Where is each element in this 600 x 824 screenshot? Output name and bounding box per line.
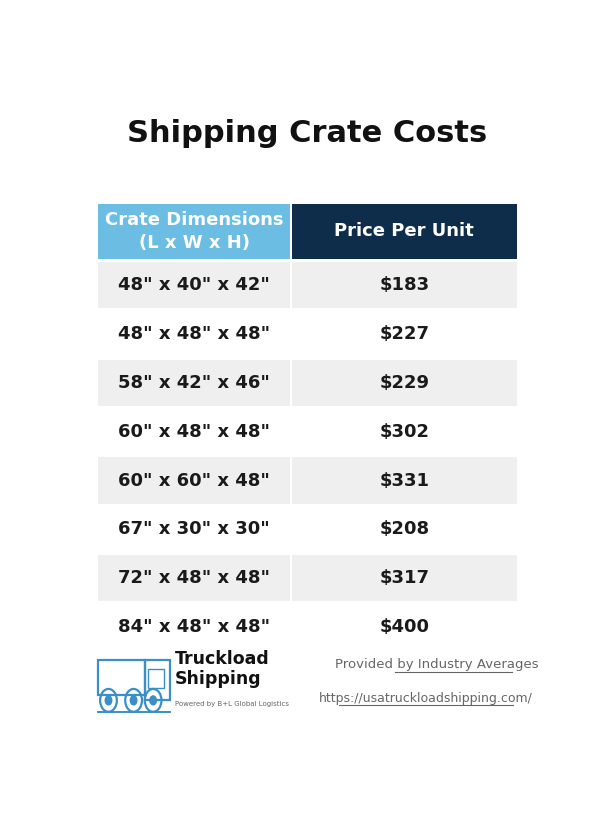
Text: $229: $229 — [379, 374, 429, 391]
Text: $208: $208 — [379, 521, 429, 538]
Text: Crate Dimensions
(L x W x H): Crate Dimensions (L x W x H) — [105, 211, 283, 252]
Text: 60" x 48" x 48": 60" x 48" x 48" — [118, 423, 270, 441]
FancyBboxPatch shape — [292, 262, 517, 308]
Text: 60" x 60" x 48": 60" x 60" x 48" — [118, 471, 270, 489]
FancyBboxPatch shape — [98, 311, 290, 357]
Text: Truckload
Shipping: Truckload Shipping — [175, 649, 270, 688]
FancyBboxPatch shape — [98, 506, 290, 553]
FancyBboxPatch shape — [98, 359, 290, 406]
Text: 48" x 48" x 48": 48" x 48" x 48" — [118, 325, 270, 343]
FancyBboxPatch shape — [292, 311, 517, 357]
Text: 67" x 30" x 30": 67" x 30" x 30" — [118, 521, 270, 538]
FancyBboxPatch shape — [98, 409, 290, 455]
FancyBboxPatch shape — [292, 604, 517, 650]
Text: 72" x 48" x 48": 72" x 48" x 48" — [118, 569, 270, 588]
Text: Powered by B+L Global Logistics: Powered by B+L Global Logistics — [175, 701, 289, 707]
Text: Price Per Unit: Price Per Unit — [334, 222, 474, 241]
Text: Shipping Crate Costs: Shipping Crate Costs — [127, 119, 488, 148]
Text: https://usatruckloadshipping.com/: https://usatruckloadshipping.com/ — [319, 692, 533, 705]
Text: $400: $400 — [379, 618, 429, 636]
Circle shape — [150, 696, 157, 705]
FancyBboxPatch shape — [98, 204, 290, 260]
Text: Provided by Industry Averages: Provided by Industry Averages — [335, 658, 539, 672]
Text: $317: $317 — [379, 569, 429, 588]
Circle shape — [130, 696, 137, 705]
FancyBboxPatch shape — [292, 555, 517, 602]
FancyBboxPatch shape — [98, 555, 290, 602]
Text: $302: $302 — [379, 423, 429, 441]
Circle shape — [105, 696, 112, 705]
FancyBboxPatch shape — [292, 359, 517, 406]
FancyBboxPatch shape — [292, 204, 517, 260]
Text: $227: $227 — [379, 325, 429, 343]
Text: 84" x 48" x 48": 84" x 48" x 48" — [118, 618, 270, 636]
FancyBboxPatch shape — [98, 604, 290, 650]
Text: $183: $183 — [379, 276, 429, 294]
FancyBboxPatch shape — [98, 262, 290, 308]
Text: 58" x 42" x 46": 58" x 42" x 46" — [118, 374, 270, 391]
FancyBboxPatch shape — [292, 506, 517, 553]
Text: 48" x 40" x 42": 48" x 40" x 42" — [118, 276, 270, 294]
FancyBboxPatch shape — [292, 409, 517, 455]
FancyBboxPatch shape — [292, 457, 517, 503]
FancyBboxPatch shape — [98, 457, 290, 503]
Text: $331: $331 — [379, 471, 429, 489]
